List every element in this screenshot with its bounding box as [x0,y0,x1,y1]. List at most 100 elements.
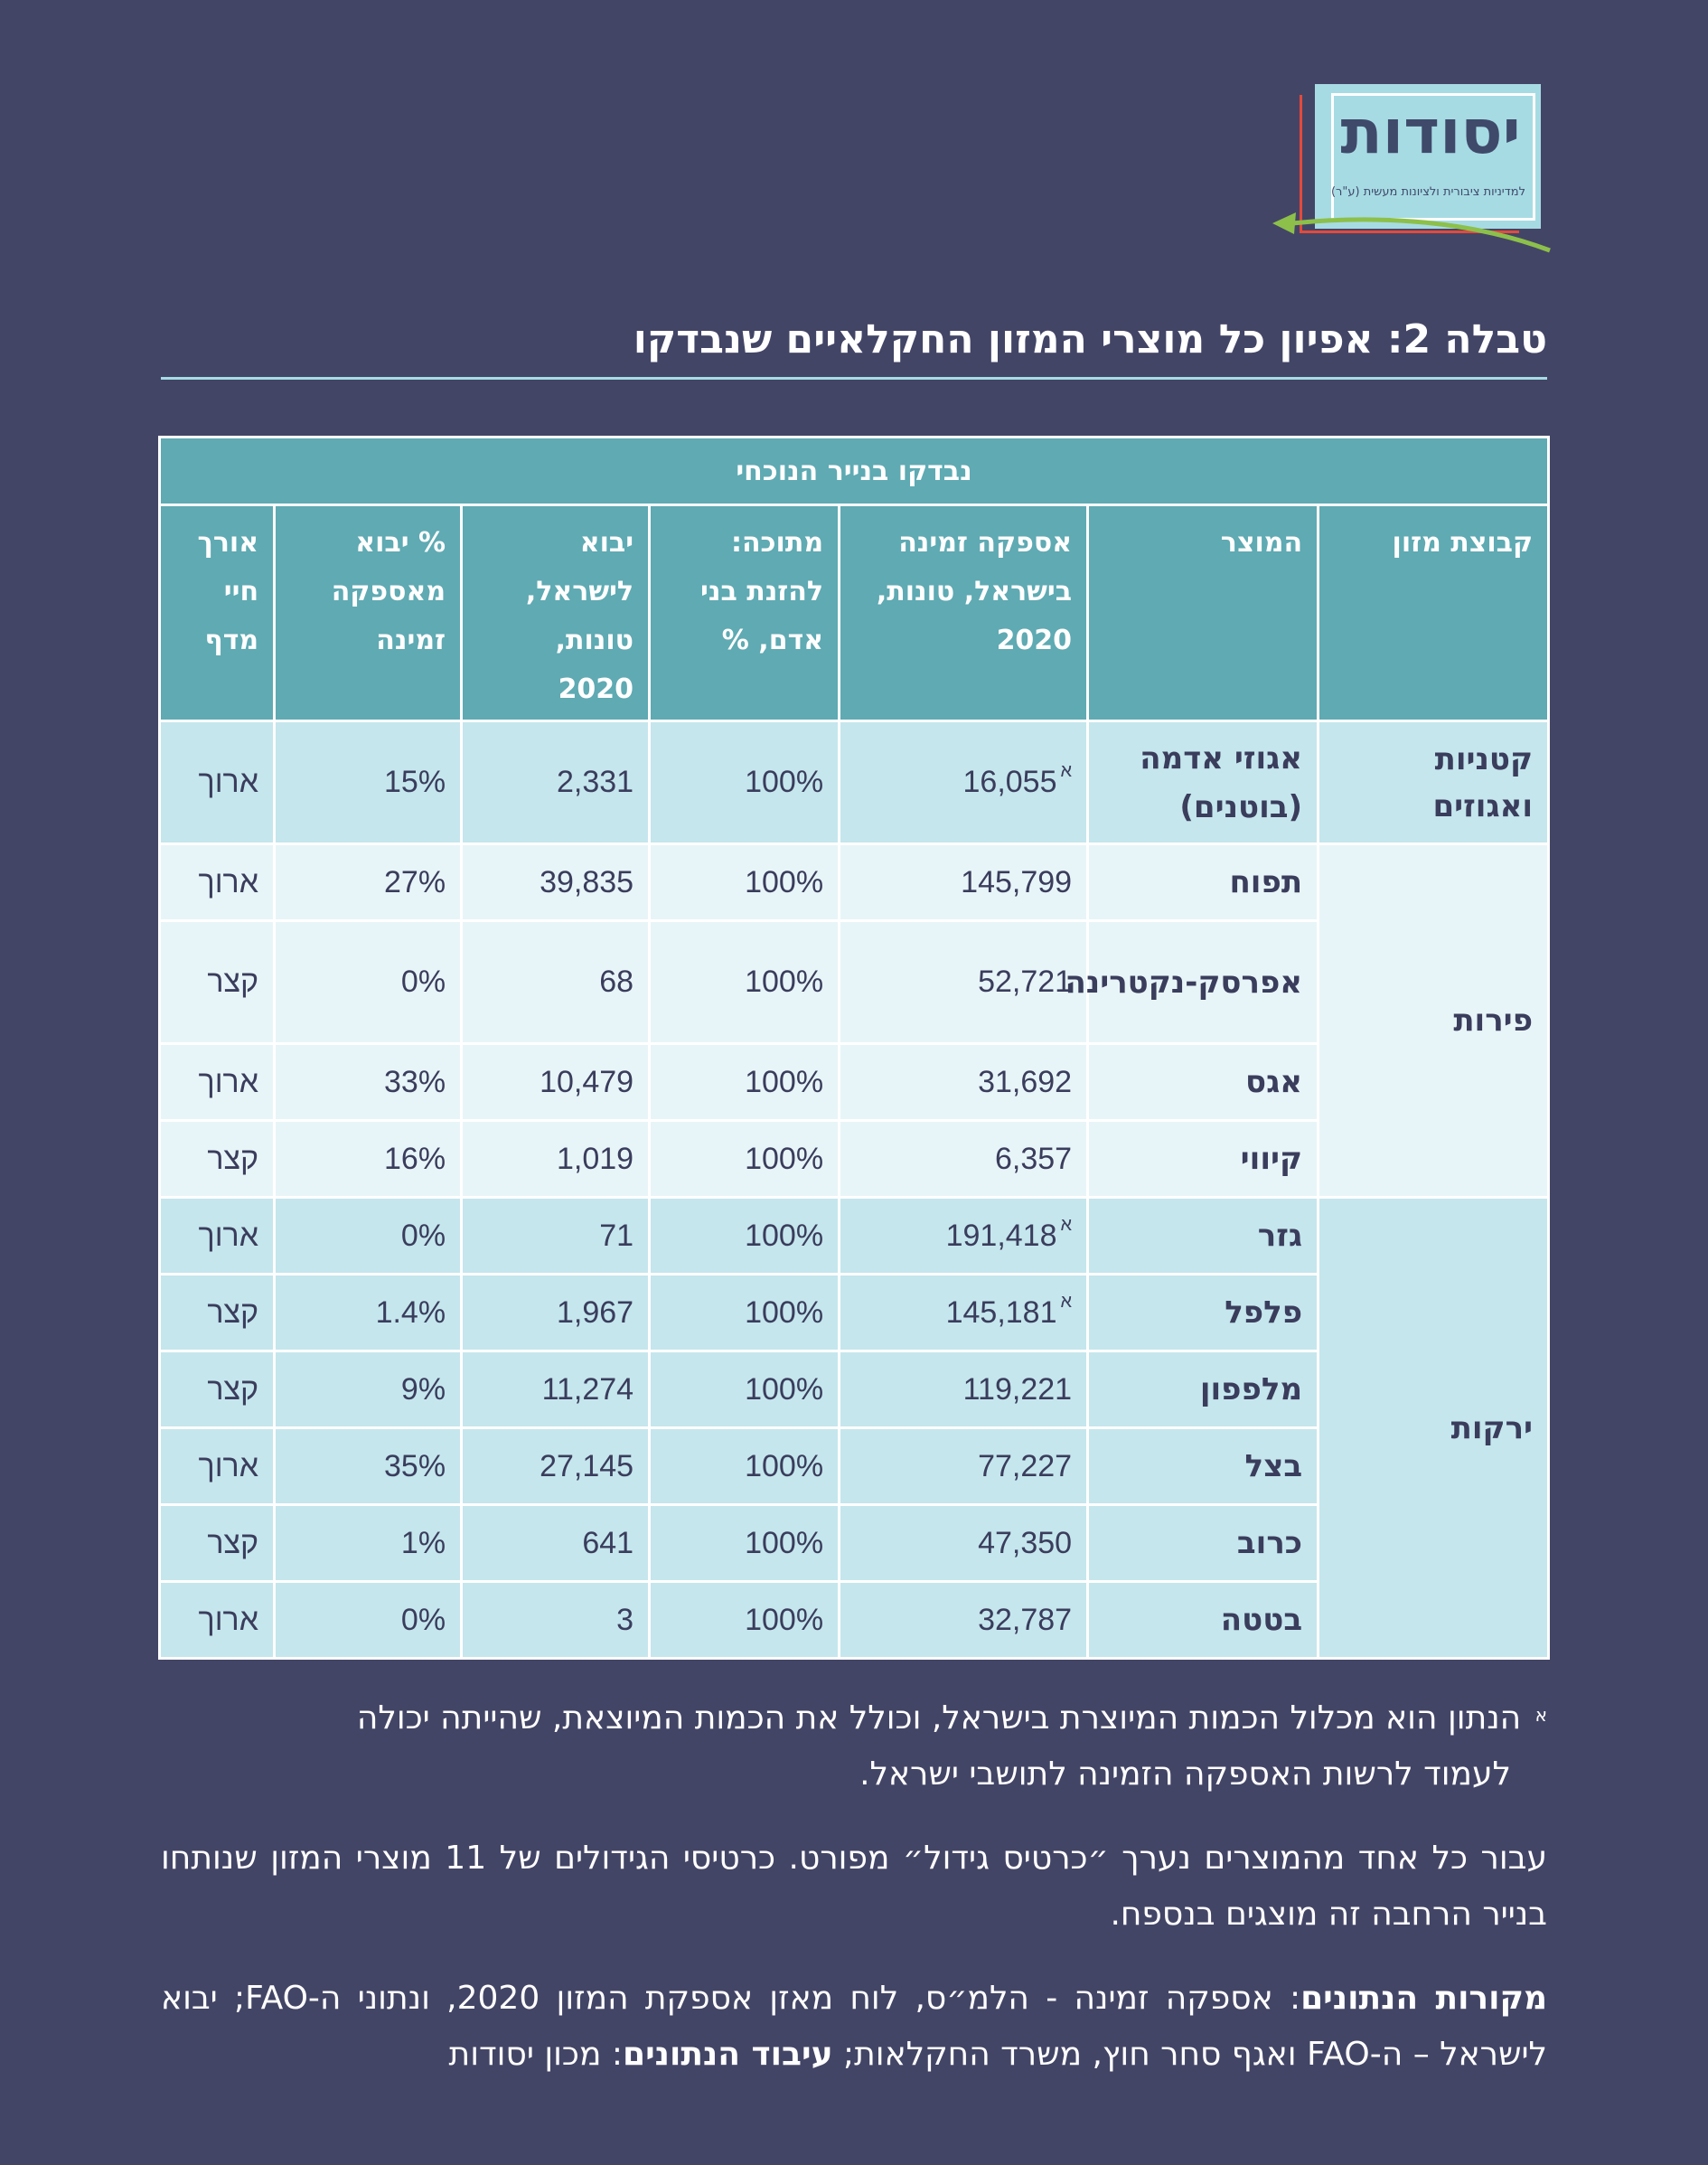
import-pct-cell: 33% [273,1042,464,1122]
shelf-life-cell: ארוך [157,1580,277,1660]
logo-box [1315,84,1541,229]
import-pct-cell: 1.4% [273,1273,464,1352]
table-row: בטטה 32,787 100% 3 0% ארוך [157,1580,1549,1660]
column-header: אורך חיי מדף [157,504,277,722]
column-header: אספקה זמינה בישראל, טונות, 2020 [838,504,1090,722]
column-header: מתוכה: להזנת בני אדם, % [648,504,841,722]
human-share-cell: 100% [648,1350,841,1429]
sources-label: מקורות הנתונים [1300,1980,1548,2017]
column-header: % יבוא מאספקה זמינה [273,504,464,722]
import-pct-cell: 0% [273,1196,464,1275]
import-cell: 68 [460,919,652,1045]
human-share-cell: 100% [648,1580,841,1660]
import-cell: 71 [460,1196,652,1275]
supply-cell: 32,787 [838,1580,1090,1660]
human-share-cell: 100% [648,1042,841,1122]
food-group-cell: ירקות [1317,1196,1551,1660]
supply-cell: 119,221 [838,1350,1090,1429]
import-pct-cell: 1% [273,1503,464,1583]
supply-cell: 52,721 [838,919,1090,1045]
title-divider [161,377,1547,380]
shelf-life-cell: ארוך [157,1196,277,1275]
import-pct-cell: 0% [273,1580,464,1660]
shelf-life-cell: קצר [157,1350,277,1429]
body-paragraph: עבור כל אחד מהמוצרים נערך ״כרטיס גידול״ … [161,1840,1547,1933]
shelf-life-cell: קצר [157,919,277,1045]
logo-tagline: למדיניות ציבורית ולציונות מעשית (ע"ר) [1330,185,1525,199]
table-row: מלפפון 119,221 100% 11,274 9% קצר [157,1350,1549,1429]
shelf-life-cell: ארוך [157,1042,277,1122]
processing-label: עיבוד הנתונים [623,2036,833,2073]
supply-cell: 47,350 [838,1503,1090,1583]
arrow-icon [1272,212,1551,253]
import-pct-cell: 15% [273,720,464,845]
human-share-cell: 100% [648,1503,841,1583]
column-header: המוצר [1086,504,1320,722]
footnote-mark: א [1060,1214,1073,1235]
import-cell: 1,967 [460,1273,652,1352]
footnote-mark: א [1060,1291,1073,1312]
product-cell: מלפפון [1086,1350,1320,1429]
page-title: טבלה 2: אפיון כל מוצרי המזון החקלאיים שנ… [633,316,1547,362]
product-cell: בטטה [1086,1580,1320,1660]
column-header: קבוצת מזון [1317,504,1551,722]
table-row: פלפל א145,181 100% 1,967 1.4% קצר [157,1273,1549,1352]
human-share-cell: 100% [648,1273,841,1352]
import-pct-cell: 35% [273,1426,464,1506]
shelf-life-cell: קצר [157,1273,277,1352]
product-cell: פלפל [1086,1273,1320,1352]
human-share-cell: 100% [648,1426,841,1506]
import-cell: 11,274 [460,1350,652,1429]
table-row: פירות תפוח 145,799 100% 39,835 27% ארוך [157,842,1551,1199]
import-cell: 1,019 [460,1119,652,1199]
shelf-life-cell: קצר [157,1503,277,1583]
human-share-cell: 100% [648,919,841,1045]
table-row: כרוב 47,350 100% 641 1% קצר [157,1503,1549,1583]
shelf-life-cell: ארוך [157,842,277,922]
import-cell: 39,835 [460,842,652,922]
table-row: קיווי 6,357 100% 1,019 16% קצר [157,1119,1549,1199]
import-cell: 3 [460,1580,652,1660]
logo-red-frame [1300,95,1519,233]
product-cell: אגס [1086,1042,1320,1122]
human-share-cell: 100% [648,1119,841,1199]
logo-white-frame [1331,93,1535,221]
shelf-life-cell: ארוך [157,1426,277,1506]
table-group-header: נבדקו בנייר הנוכחי [157,436,1551,506]
footnote-mark: א [1534,1704,1547,1726]
supply-cell: 145,799 [838,842,1090,922]
product-cell: בצל [1086,1426,1320,1506]
import-pct-cell: 9% [273,1350,464,1429]
food-group-cell: קטניות ואגוזים [1317,720,1551,845]
footnote-line: לעמוד לרשות האספקה הזמינה לתושבי ישראל. [859,1756,1511,1793]
table-row: אפרסק-נקטרינה 52,721 100% 68 0% קצר [157,919,1549,1045]
shelf-life-cell: ארוך [157,720,277,845]
supply-cell: 77,227 [838,1426,1090,1506]
import-cell: 2,331 [460,720,652,845]
product-cell: קיווי [1086,1119,1320,1199]
food-group-cell: פירות [1317,842,1551,1199]
supply-cell: א145,181 [838,1273,1090,1352]
table-row: ירקות גזר א191,418 100% 71 0% ארוך [157,1196,1551,1660]
product-cell: תפוח [1086,842,1320,922]
human-share-cell: 100% [648,720,841,845]
table-row: בצל 77,227 100% 27,145 35% ארוך [157,1426,1549,1506]
column-header: יבוא לישראל, טונות, 2020 [460,504,652,722]
import-pct-cell: 27% [273,842,464,922]
human-share-cell: 100% [648,1196,841,1275]
supply-cell: א191,418 [838,1196,1090,1275]
supply-cell: 6,357 [838,1119,1090,1199]
sources-text: : אספקה זמינה - הלמ״ס, לוח מאזן אספקת המ… [161,1980,1547,2073]
supply-cell: 31,692 [838,1042,1090,1122]
product-cell: כרוב [1086,1503,1320,1583]
table-row: אגס 31,692 100% 10,479 33% ארוך [157,1042,1549,1122]
footnote-line: א הנתון הוא מכלול הכמות המיוצרת בישראל, … [356,1699,1547,1737]
import-cell: 641 [460,1503,652,1583]
data-table-wrapper: נבדקו בנייר הנוכחי קבוצת מזון המוצר אספק… [157,436,1551,1660]
import-pct-cell: 16% [273,1119,464,1199]
footnote: א הנתון הוא מכלול הכמות המיוצרת בישראל, … [161,1690,1547,1803]
table-row: קטניות ואגוזים אגוזי אדמה (בוטנים) א16,0… [157,720,1551,845]
logo: יסודות למדיניות ציבורית ולציונות מעשית (… [1256,77,1554,258]
product-cell: אגוזי אדמה (בוטנים) [1086,720,1320,845]
